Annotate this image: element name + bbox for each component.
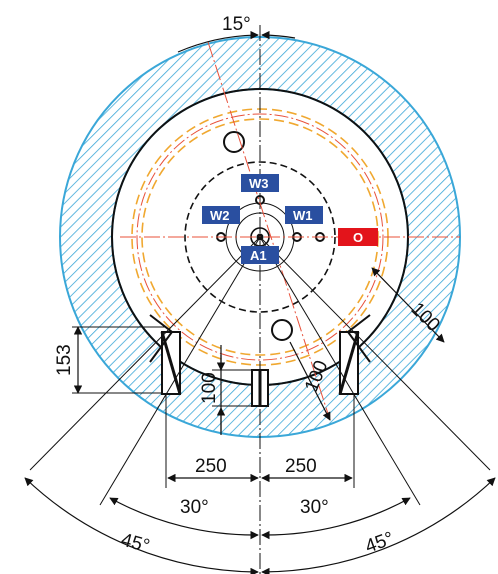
label-a1-box: [241, 246, 279, 264]
large-hole-bottom: [271, 319, 293, 341]
label-w2: W2: [210, 208, 230, 223]
arc-45-right: [261, 477, 496, 574]
angle-30-right-text: 30°: [300, 497, 329, 518]
label-w2-box: [202, 206, 240, 224]
dim-250-right-text: 250: [285, 456, 317, 477]
dim-250-left-text: 250: [195, 456, 227, 477]
label-a1: A1: [250, 248, 267, 263]
dim-100-left-text: 100: [199, 372, 220, 404]
label-w3: W3: [249, 176, 269, 191]
dim-100-right-line: [371, 267, 445, 343]
label-o-box: [338, 228, 378, 246]
angle-15-text: 15°: [222, 14, 251, 35]
arc-45-left: [24, 477, 259, 574]
dim-100-center-line: [289, 341, 331, 421]
large-hole-top: [223, 131, 245, 153]
angle-45-right-text: 45°: [363, 528, 397, 558]
label-w3-box: [241, 174, 279, 192]
rotated-centerline: [207, 41, 331, 421]
inner-dashed-circle: [184, 161, 336, 313]
dim-153-text: 153: [54, 344, 75, 376]
center-clamp: [251, 369, 269, 407]
arc-15-top: [177, 30, 259, 53]
angle-45-left-text: 45°: [119, 530, 152, 558]
label-w1-box: [285, 206, 323, 224]
label-o: O: [353, 230, 363, 245]
label-w1: W1: [293, 208, 313, 223]
angle-30-left-text: 30°: [180, 497, 209, 518]
pitch-circle: [136, 113, 384, 361]
